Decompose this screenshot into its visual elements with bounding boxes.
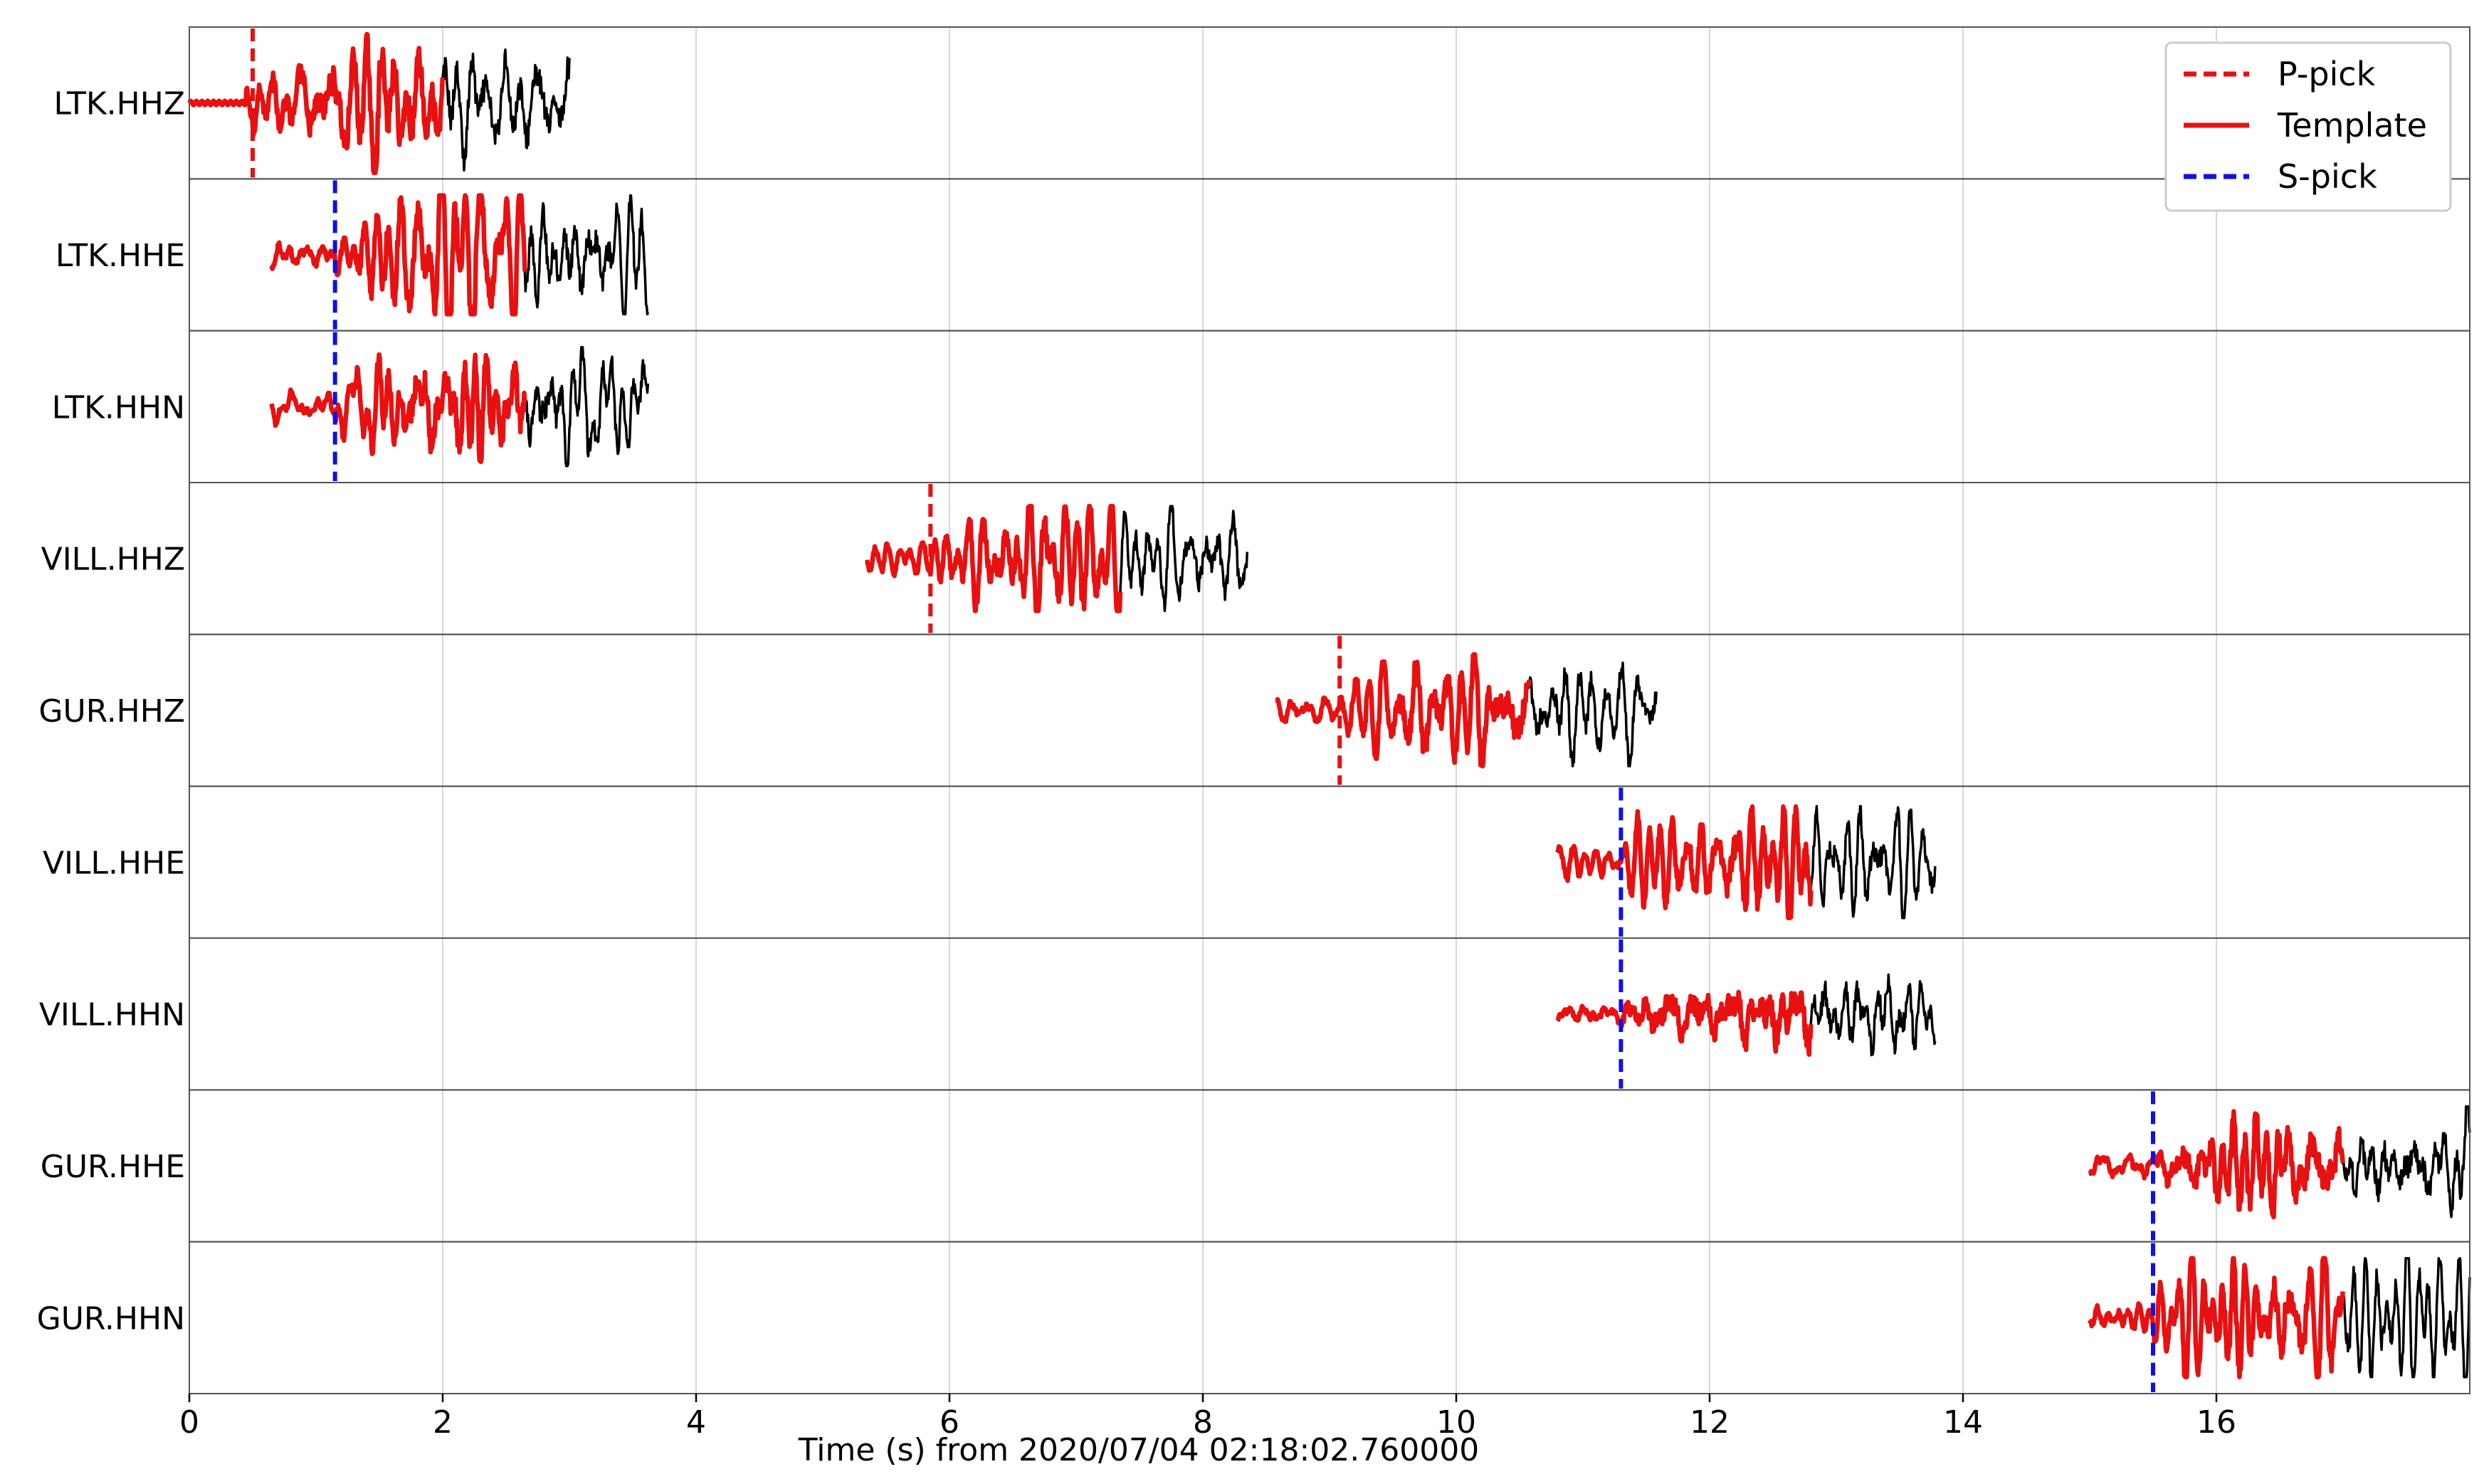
trace-label: VILL.HHZ [41, 542, 185, 578]
trace-label: GUR.HHN [37, 1300, 185, 1337]
template-trace-line [1274, 652, 1532, 769]
template-trace-line [269, 193, 527, 317]
legend-s-pick-label: S-pick [2278, 157, 2377, 196]
panel-frame [189, 937, 2470, 1091]
x-axis-label: Time (s) from 2020/07/04 02:18:02.760000 [798, 1432, 1479, 1468]
panel-frame [189, 1089, 2470, 1243]
panel-frame [189, 178, 2470, 332]
trace-label: VILL.HHN [39, 997, 185, 1033]
x-tick-label: 12 [1690, 1404, 1730, 1441]
trace-label: LTK.HHZ [54, 86, 186, 122]
panel-frames: LTK.HHZ LTK.HHE LTK.HHN VILL.HHZ GUR.HHZ VILL… [37, 26, 2470, 1394]
template-trace-line [2088, 1256, 2345, 1379]
trace-label: LTK.HHN [52, 389, 185, 426]
x-tick-label: 8 [1193, 1404, 1213, 1441]
panel-frame [189, 482, 2470, 636]
trace-label: VILL.HHE [43, 845, 185, 881]
panel-frame [189, 1241, 2470, 1394]
template-trace-line [187, 31, 445, 176]
x-tick-label: 6 [940, 1404, 959, 1441]
legend: P-pick Template S-pick [2164, 41, 2452, 212]
template-trace-line [269, 352, 527, 465]
traces [187, 28, 2471, 1392]
template-trace-line [2088, 1109, 2345, 1220]
x-tick-label: 14 [1943, 1404, 1983, 1441]
legend-p-pick-label: P-pick [2278, 55, 2376, 93]
trace-label: GUR.HHE [41, 1149, 185, 1185]
legend-template-label: Template [2277, 106, 2427, 144]
x-tick-label: 4 [686, 1404, 706, 1441]
x-tick-label: 10 [1436, 1404, 1476, 1441]
template-trace-line [1555, 989, 1814, 1057]
x-tick-label: 16 [2196, 1404, 2236, 1441]
template-trace-line [865, 503, 1123, 614]
template-trace-line [1555, 804, 1814, 921]
legend-box [2164, 41, 2452, 212]
grid-lines [189, 27, 2217, 1394]
panel-frame [189, 330, 2470, 483]
x-tick-label: 0 [179, 1404, 199, 1441]
trace-label: GUR.HHZ [38, 693, 185, 730]
trace-label: LTK.HHE [56, 238, 185, 274]
panel-frame [189, 785, 2470, 939]
x-axis: 0 2 4 6 8 10 12 14 16 [179, 1394, 2236, 1441]
x-tick-label: 2 [433, 1404, 453, 1441]
